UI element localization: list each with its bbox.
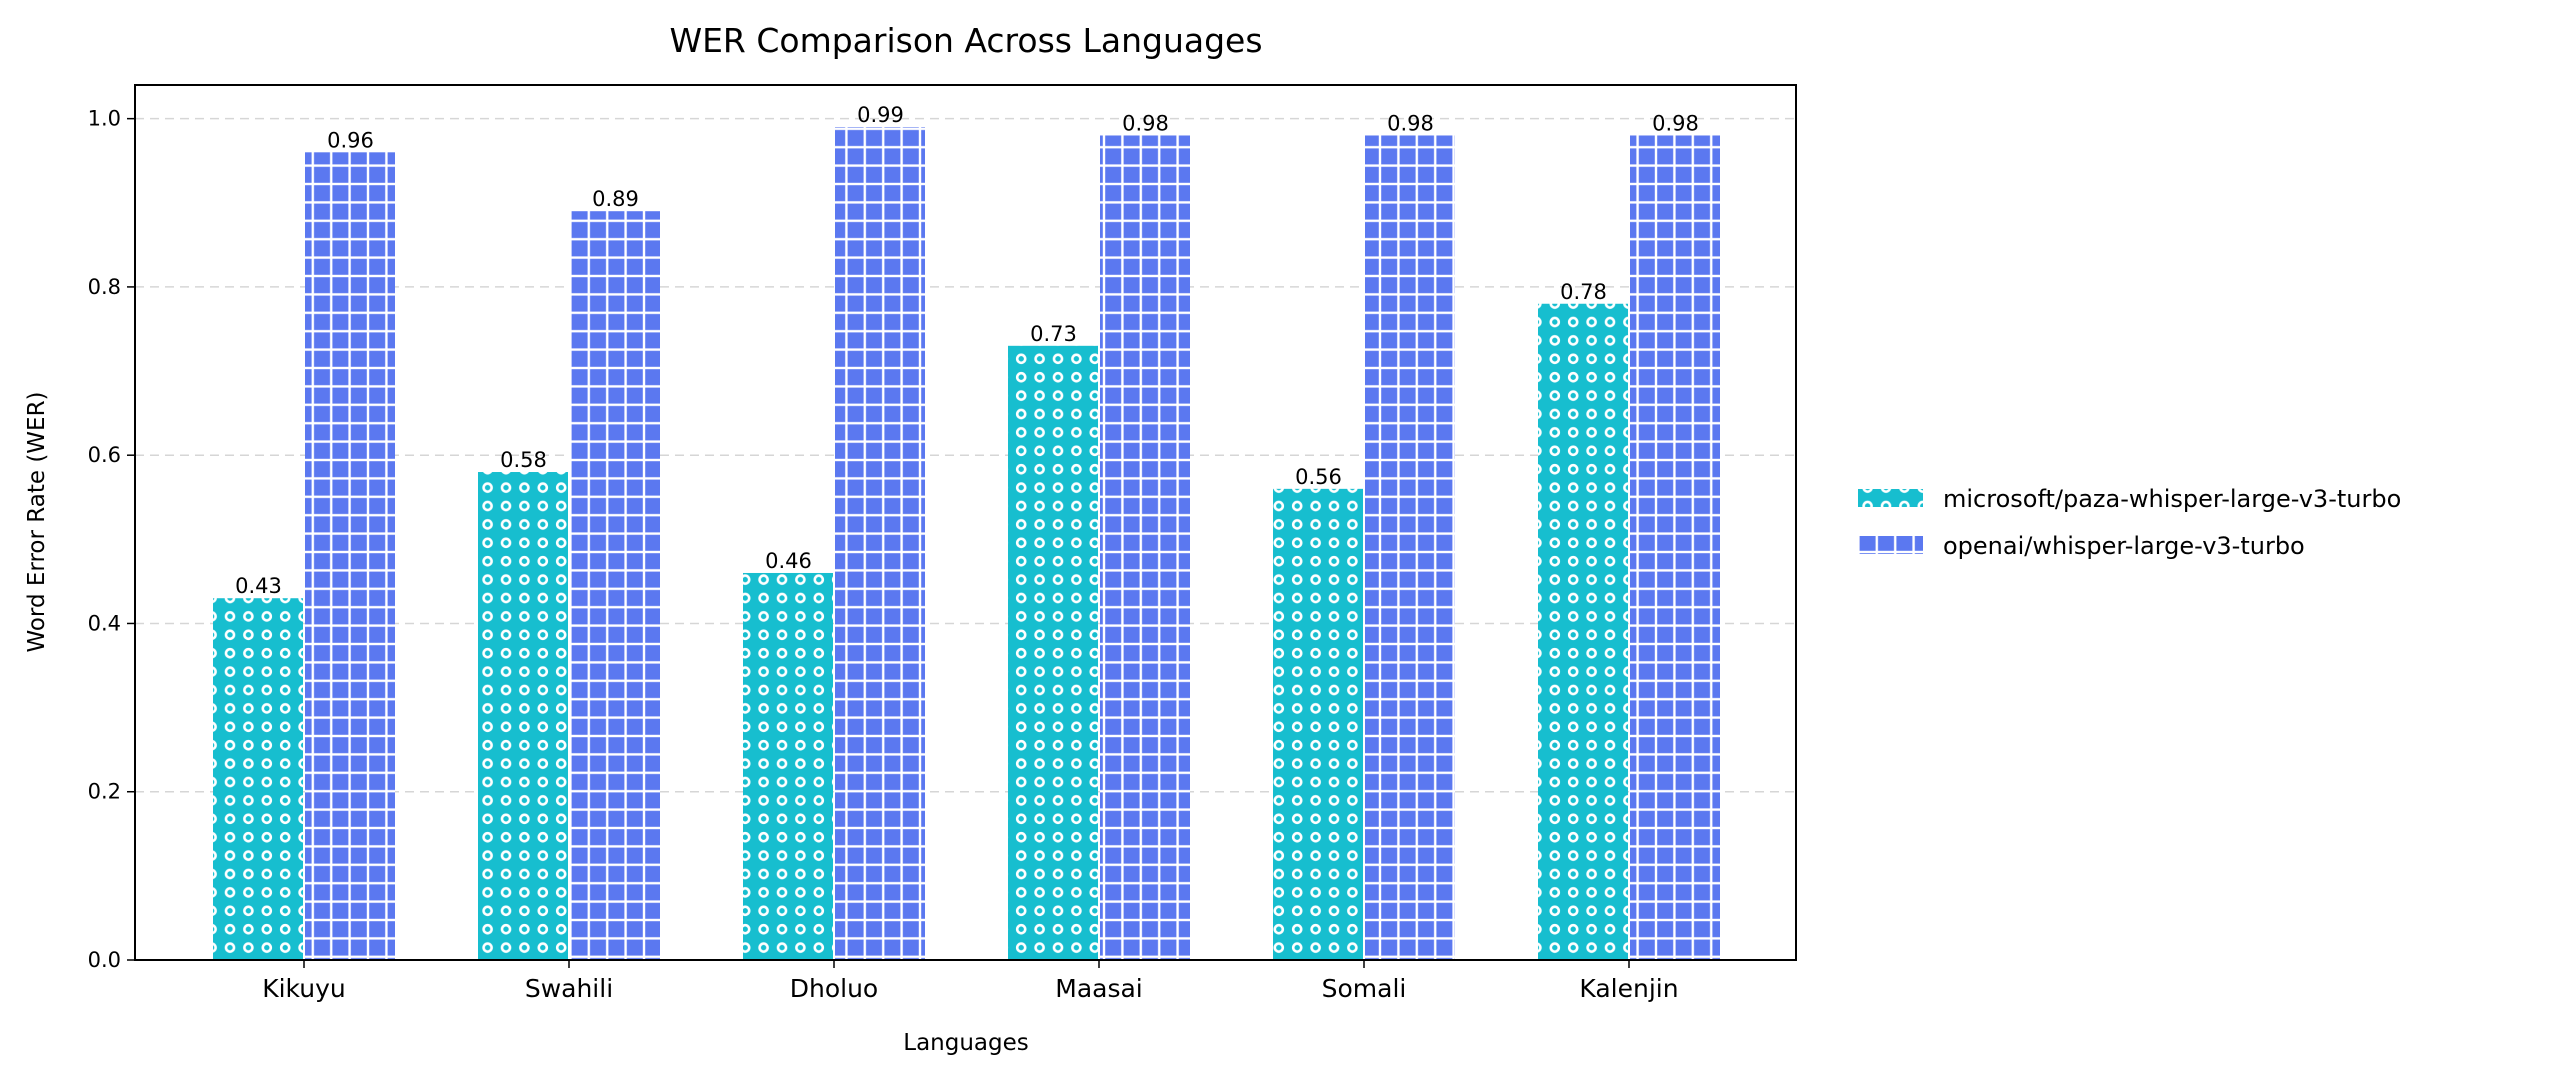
x-tick-label: Kikuyu: [262, 974, 346, 1003]
x-tick-label: Somali: [1322, 974, 1407, 1003]
y-axis-label: Word Error Rate (WER): [24, 391, 50, 652]
y-tick-label: 0.6: [88, 443, 121, 467]
y-tick-label: 0.4: [88, 611, 121, 635]
y-tick-label: 1.0: [88, 107, 121, 131]
data-label: 0.98: [1122, 111, 1169, 135]
data-label: 0.99: [857, 103, 904, 127]
y-tick-label: 0.0: [88, 948, 121, 972]
data-label: 0.58: [500, 448, 547, 472]
legend-swatch-microsoft: [1858, 489, 1923, 507]
x-tick-label: Swahili: [525, 974, 613, 1003]
bar-openai-somali: [1365, 135, 1455, 960]
bar-microsoft-maasai: [1008, 345, 1098, 960]
data-label: 0.89: [592, 187, 639, 211]
legend: microsoft/paza-whisper-large-v3-turbo op…: [1858, 485, 2401, 560]
x-tick-label: Maasai: [1055, 974, 1143, 1003]
legend-label-openai: openai/whisper-large-v3-turbo: [1943, 532, 2305, 560]
y-tick-label: 0.2: [88, 780, 121, 804]
legend-swatch-openai: [1858, 536, 1923, 554]
bar-openai-maasai: [1100, 135, 1190, 960]
x-tick-label: Dholuo: [790, 974, 878, 1003]
bar-microsoft-somali: [1273, 488, 1363, 960]
bar-openai-dholuo: [835, 127, 925, 960]
bar-microsoft-swahili: [478, 472, 568, 960]
chart-title: WER Comparison Across Languages: [669, 21, 1262, 60]
data-label: 0.46: [765, 549, 812, 573]
x-tick-label: Kalenjin: [1579, 974, 1678, 1003]
data-label: 0.43: [235, 574, 282, 598]
y-tick-label: 0.8: [88, 275, 121, 299]
legend-label-microsoft: microsoft/paza-whisper-large-v3-turbo: [1943, 485, 2401, 513]
bar-microsoft-dholuo: [743, 572, 833, 960]
bar-openai-swahili: [570, 211, 660, 961]
bar-openai-kikuyu: [305, 152, 395, 961]
data-label: 0.56: [1295, 465, 1342, 489]
data-label: 0.98: [1387, 111, 1434, 135]
data-label: 0.73: [1030, 322, 1077, 346]
x-axis-label: Languages: [903, 1030, 1029, 1056]
data-label: 0.98: [1652, 111, 1699, 135]
plot-frame: [134, 84, 1797, 961]
bar-openai-kalenjin: [1630, 135, 1720, 960]
data-label: 0.78: [1560, 280, 1607, 304]
bar-microsoft-kikuyu: [213, 598, 303, 960]
data-label: 0.96: [327, 128, 374, 152]
bar-microsoft-kalenjin: [1538, 303, 1628, 960]
